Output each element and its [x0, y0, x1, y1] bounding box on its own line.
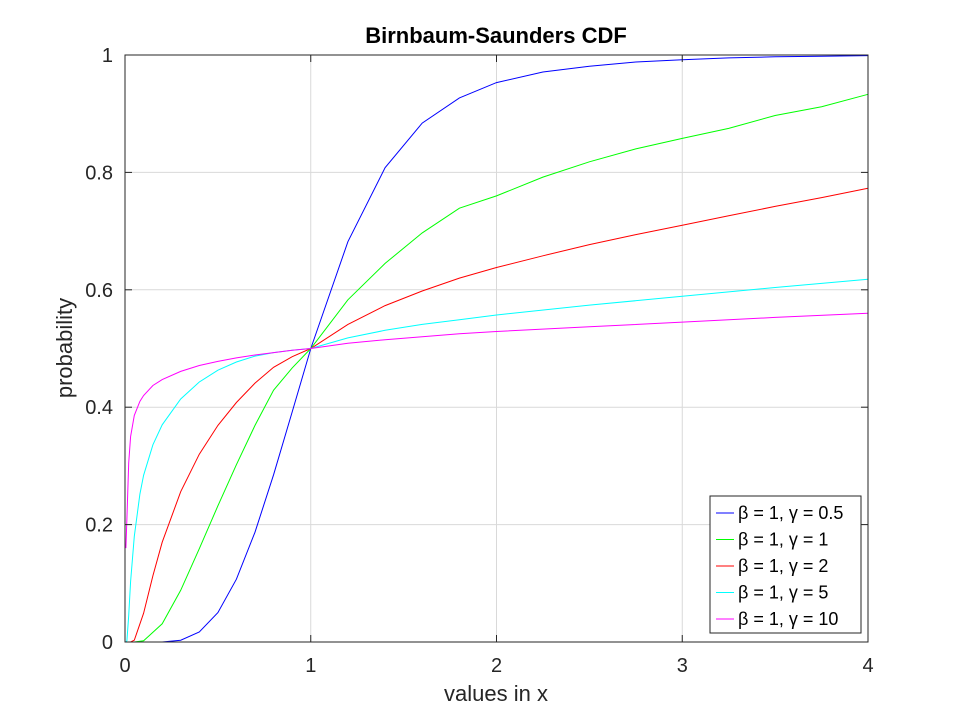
x-tick-label: 0 — [119, 655, 130, 677]
y-tick-label: 0.6 — [85, 280, 113, 302]
legend-entry: β = 1, γ = 5 — [738, 583, 828, 603]
legend-box — [709, 495, 862, 634]
series-lines — [125, 55, 869, 643]
x-tick-label: 3 — [677, 655, 688, 677]
legend-entry: β = 1, γ = 1 — [738, 530, 828, 550]
series-line-2 — [126, 93, 869, 643]
x-tick-label: 2 — [491, 655, 502, 677]
chart-title: Birnbaum-Saunders CDF — [365, 23, 627, 48]
legend: β = 1, γ = 0.5 β = 1, γ = 1 β = 1, γ = 2 β … — [709, 495, 862, 634]
y-tick-label: 0.2 — [85, 515, 113, 537]
legend-entry: β = 1, γ = 2 — [738, 556, 828, 576]
axis-ticks: 0 1 2 3 4 0 0.2 0.4 0.6 0.8 1 — [85, 45, 873, 677]
series-line-1 — [126, 55, 869, 643]
legend-entry: β = 1, γ = 0.5 — [738, 503, 843, 523]
y-tick-label: 0.4 — [85, 397, 113, 419]
legend-entry: β = 1, γ = 10 — [738, 609, 838, 629]
x-axis-label: values in x — [444, 681, 548, 706]
y-axis-label: probability — [52, 298, 77, 398]
x-tick-label: 4 — [862, 655, 873, 677]
series-line-4 — [125, 278, 869, 643]
x-tick-label: 1 — [305, 655, 316, 677]
y-tick-label: 0 — [102, 632, 113, 654]
y-tick-label: 1 — [102, 45, 113, 67]
series-line-5 — [125, 312, 869, 549]
y-tick-label: 0.8 — [85, 162, 113, 184]
